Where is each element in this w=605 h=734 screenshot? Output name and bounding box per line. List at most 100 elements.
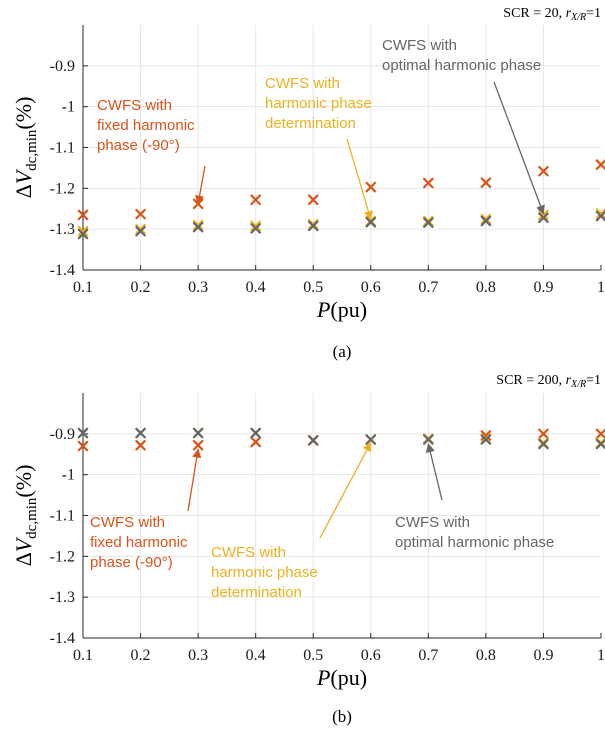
marker-fixed <box>595 159 605 170</box>
y-tick-label: -1.4 <box>50 262 75 279</box>
marker-optimal <box>307 435 319 446</box>
annotation-line: optimal harmonic phase <box>382 57 541 74</box>
y-axis-label-sub: dc,min <box>24 497 40 539</box>
marker-fixed <box>365 181 377 193</box>
chart-panel-b: 0.1 0.2 0.3 0.4 0.5 0.6 0.7 0.8 0.9 1 -1.4 -1.3 -1.2… <box>11 373 605 726</box>
x-tick-label: 0.3 <box>188 279 208 296</box>
corner-label: SCR = 200, rX/R=1 <box>496 373 601 390</box>
marker-determination <box>480 213 492 225</box>
x-tick-label: 0.2 <box>131 647 151 664</box>
marker-fixed <box>192 439 204 451</box>
annotation-arrow-determination <box>319 442 372 539</box>
x-tick-label: 0.1 <box>73 279 93 296</box>
corner-label-r-sub: X/R <box>570 12 586 23</box>
y-tick-label: -1.2 <box>50 548 75 565</box>
chart-panel-a: 0.1 0.2 0.3 0.4 0.5 0.6 0.7 0.8 0.9 1 -1.4 -1.3 -1.2… <box>11 6 605 361</box>
y-tick-label: -1.1 <box>50 140 75 157</box>
annotation-line: determination <box>265 115 356 132</box>
annotation-line: optimal harmonic phase <box>395 534 554 551</box>
corner-label-r: r <box>566 373 572 388</box>
marker-optimal <box>307 220 319 232</box>
y-axis-label-sub: dc,min <box>24 129 40 171</box>
corner-label: SCR = 20, rX/R=1 <box>503 6 601 23</box>
y-tick-label: -1.2 <box>50 180 75 197</box>
annotation-line: fixed harmonic <box>97 117 195 134</box>
y-axis-label: ΔVdc,min(%) <box>11 465 40 567</box>
annotation-line: CWFS with <box>211 544 286 561</box>
marker-determination <box>135 223 146 235</box>
marker-determination <box>77 225 89 237</box>
corner-label-r-sub: X/R <box>570 379 586 390</box>
annotation-arrow-determination <box>346 138 373 221</box>
x-tick-label: 0.8 <box>476 647 496 664</box>
panel-caption: (b) <box>332 707 352 726</box>
annotation-line: determination <box>211 584 302 601</box>
corner-label-r-val: =1 <box>586 373 601 388</box>
x-tick-label: 0.4 <box>246 279 266 296</box>
annotation-fixed: CWFS with fixed harmonic phase (-90°) <box>97 97 195 154</box>
x-tick-label: 1 <box>597 279 605 296</box>
marker-optimal <box>135 225 146 237</box>
x-tick-label: 0.6 <box>361 647 381 664</box>
marker-fixed <box>538 165 549 177</box>
marker-optimal <box>423 434 434 445</box>
annotation-line: CWFS with <box>382 37 457 54</box>
y-axis-label-sym: V <box>11 536 36 552</box>
marker-optimal <box>135 427 146 439</box>
marker-optimal <box>595 210 605 222</box>
y-tick-label: -1 <box>62 99 75 116</box>
annotation-line: fixed harmonic <box>90 534 188 551</box>
y-tick-label: -1.3 <box>50 221 75 238</box>
y-tick-label: -1.4 <box>50 630 75 647</box>
marker-determination <box>192 219 204 231</box>
panel-caption: (a) <box>333 342 352 361</box>
marker-optimal <box>77 228 89 240</box>
corner-label-r-val: =1 <box>586 6 601 21</box>
y-axis-label-delta: Δ <box>11 552 36 566</box>
marker-fixed <box>135 208 146 220</box>
marker-optimal <box>480 215 492 227</box>
annotation-optimal: CWFS with optimal harmonic phase <box>382 37 541 74</box>
annotation-determination: CWFS with harmonic phase determination <box>265 75 372 132</box>
marker-fixed <box>307 194 319 206</box>
marker-optimal <box>192 221 204 233</box>
marker-optimal <box>192 427 204 439</box>
y-tick-label: -0.9 <box>50 426 75 443</box>
y-axis-label-sym: V <box>11 168 36 184</box>
marker-optimal <box>77 427 89 439</box>
annotation-line: harmonic phase <box>211 564 318 581</box>
x-tick-label: 0.4 <box>246 647 266 664</box>
marker-optimal <box>423 217 434 228</box>
annotation-determination: CWFS with harmonic phase determination <box>211 544 318 601</box>
annotation-arrow-fixed <box>187 448 202 512</box>
x-tick-label: 0.2 <box>131 279 151 296</box>
y-tick-label: -1 <box>62 467 75 484</box>
x-tick-label: 0.5 <box>303 279 323 296</box>
annotation-line: CWFS with <box>97 97 172 114</box>
annotation-fixed: CWFS with fixed harmonic phase (-90°) <box>90 514 188 571</box>
x-tick-label: 0.9 <box>533 279 553 296</box>
y-axis-label-delta: Δ <box>11 184 36 198</box>
x-axis-label-unit: (pu) <box>330 665 367 690</box>
x-tick-label: 0.3 <box>188 647 208 664</box>
annotation-line: CWFS with <box>395 514 470 531</box>
marker-fixed <box>77 440 89 452</box>
x-tick-label: 0.7 <box>418 279 438 296</box>
annotation-arrow-optimal <box>425 443 443 501</box>
annotation-arrow-optimal <box>493 81 545 215</box>
y-tick-label: -0.9 <box>50 58 75 75</box>
x-axis-label-unit: (pu) <box>330 297 367 322</box>
marker-optimal <box>595 438 605 450</box>
x-tick-label: 0.7 <box>418 647 438 664</box>
y-tick-label: -1.1 <box>50 508 75 525</box>
corner-label-r: r <box>566 6 572 21</box>
corner-label-scr: SCR = 200, <box>496 373 565 388</box>
marker-optimal <box>538 212 549 224</box>
marker-optimal <box>250 427 261 439</box>
marker-fixed <box>135 439 146 451</box>
marker-fixed <box>250 436 261 448</box>
marker-optimal <box>250 223 261 234</box>
marker-fixed <box>595 428 605 440</box>
x-axis-label-sym: P <box>316 297 330 322</box>
